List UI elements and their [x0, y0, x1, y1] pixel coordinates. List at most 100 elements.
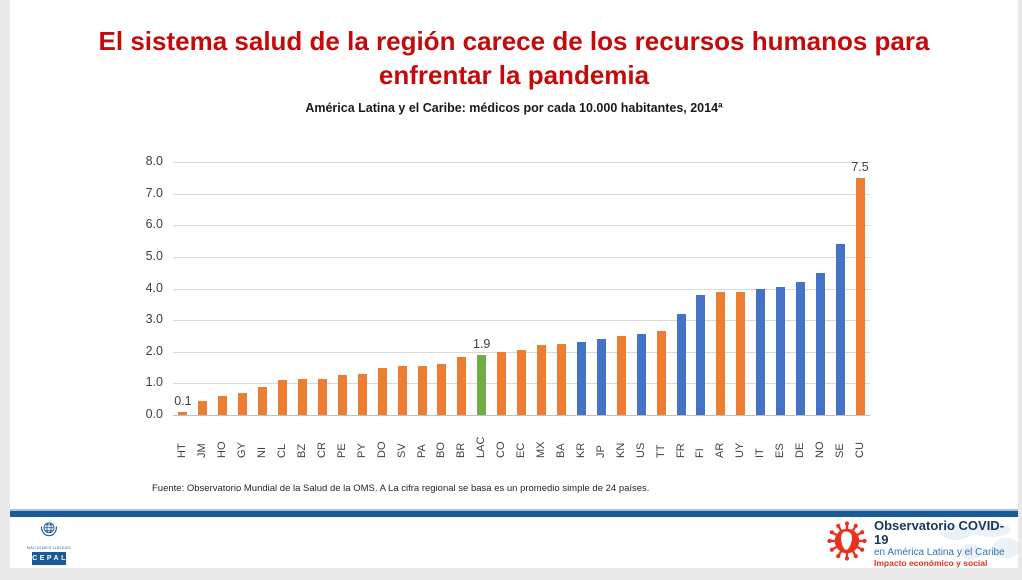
x-axis-label-BZ: BZ: [295, 443, 308, 458]
bar-HO: [218, 396, 228, 415]
bar-chart: 0.0 1.0 2.0 3.0 4.0 5.0 6.0 7.0 8.0 HT JM HO GY NI CL B…: [10, 0, 1018, 470]
x-slot-PE: PE: [332, 420, 352, 458]
bar-CU: [855, 177, 865, 415]
x-slot-US: US: [631, 420, 651, 458]
x-slot-UY: UY: [731, 420, 751, 458]
x-slot-HO: HO: [213, 420, 233, 459]
bar-slot-DE: [791, 162, 811, 415]
x-axis-label-CO: CO: [495, 441, 508, 459]
bar-EC: [517, 350, 527, 415]
x-slot-DO: DO: [372, 420, 392, 459]
bar-HT: [178, 411, 188, 415]
x-axis-label-LAC: LAC: [475, 436, 488, 458]
x-axis-label-IT: IT: [754, 448, 767, 458]
cepal-logo-block: NACIONES UNIDAS CEPAL: [26, 519, 72, 565]
x-slot-NI: NI: [253, 420, 273, 458]
bar-BA: [556, 343, 566, 415]
covid-virus-icon: [826, 520, 868, 567]
bar-slot-IT: [751, 162, 771, 415]
y-axis-tick-6.0: 6.0: [145, 217, 163, 232]
bar-slot-PY: [352, 162, 372, 415]
x-slot-PY: PY: [352, 420, 372, 458]
bar-series: [173, 162, 870, 415]
x-axis-labels: HT JM HO GY NI CL BZ CR PE PY DO SV PA BO BR LAC CO EC MX B…: [173, 420, 870, 458]
x-slot-SV: SV: [392, 420, 412, 458]
bar-slot-UY: [731, 162, 751, 415]
bar-JM: [198, 400, 208, 415]
x-axis-label-FR: FR: [674, 443, 687, 458]
bar-SV: [397, 365, 407, 415]
x-slot-BZ: BZ: [293, 420, 313, 458]
source-footnote: Fuente: Observatorio Mundial de la Salud…: [152, 483, 650, 494]
x-slot-SE: SE: [830, 420, 850, 458]
gridline-0.0: [173, 415, 870, 416]
bar-slot-KR: [571, 162, 591, 415]
x-axis-label-DE: DE: [794, 442, 807, 458]
bar-PY: [357, 373, 367, 415]
bar-slot-BO: [432, 162, 452, 415]
bar-NI: [258, 386, 268, 415]
y-axis-tick-3.0: 3.0: [145, 312, 163, 327]
x-axis-label-US: US: [634, 442, 647, 458]
x-slot-TT: TT: [651, 420, 671, 458]
gridline-5.0: [173, 256, 870, 258]
data-label-LAC: 1.9: [472, 336, 491, 351]
y-axis-tick-4.0: 4.0: [145, 280, 163, 295]
x-slot-JM: JM: [193, 420, 213, 458]
x-axis-label-KR: KR: [574, 442, 587, 458]
gridline-3.0: [173, 320, 870, 322]
x-axis-label-JP: JP: [594, 445, 607, 458]
x-axis-label-BO: BO: [435, 442, 448, 458]
bar-US: [636, 334, 646, 415]
bar-FR: [676, 313, 686, 415]
x-slot-ES: ES: [771, 420, 791, 458]
bar-MX: [537, 345, 547, 415]
x-axis-label-DO: DO: [375, 441, 388, 459]
bar-slot-ES: [771, 162, 791, 415]
x-slot-PA: PA: [412, 420, 432, 458]
x-slot-BO: BO: [432, 420, 452, 458]
x-slot-CO: CO: [492, 420, 512, 459]
cepal-logo: CEPAL: [32, 552, 66, 565]
bar-slot-CO: [492, 162, 512, 415]
x-axis-label-JM: JM: [196, 443, 209, 458]
bar-ES: [776, 286, 786, 415]
bar-FI: [696, 294, 706, 415]
united-nations-emblem-icon: [39, 519, 59, 544]
bar-DE: [796, 282, 806, 415]
bar-KR: [576, 342, 586, 415]
y-axis-tick-1.0: 1.0: [145, 375, 163, 390]
observatorio-covid-logo-block: Observatorio COVID-19 en América Latina …: [826, 518, 1020, 568]
bar-SE: [835, 244, 845, 415]
footer-divider-bar: [10, 509, 1018, 517]
x-slot-BA: BA: [552, 420, 572, 458]
bar-CR: [317, 378, 327, 415]
x-axis-label-PY: PY: [355, 443, 368, 458]
x-axis-label-FI: FI: [694, 448, 707, 458]
x-axis-label-CR: CR: [315, 442, 328, 458]
bar-slot-JM: [193, 162, 213, 415]
bar-CO: [497, 351, 507, 415]
gridline-4.0: [173, 288, 870, 290]
gridline-8.0: [173, 162, 870, 163]
bar-JP: [596, 339, 606, 415]
x-axis-label-NO: NO: [813, 441, 826, 459]
bar-slot-BZ: [293, 162, 313, 415]
bar-slot-FI: [691, 162, 711, 415]
bar-slot-CL: [273, 162, 293, 415]
x-axis-label-AR: AR: [714, 442, 727, 458]
bar-BO: [437, 364, 447, 415]
bar-slot-TT: [651, 162, 671, 415]
bar-slot-PA: [412, 162, 432, 415]
bar-PE: [337, 375, 347, 415]
bar-PA: [417, 365, 427, 415]
x-slot-IT: IT: [751, 420, 771, 458]
bar-slot-AR: [711, 162, 731, 415]
gridline-6.0: [173, 225, 870, 227]
y-axis-tick-8.0: 8.0: [145, 154, 163, 168]
x-axis-label-PA: PA: [415, 444, 428, 458]
data-label-CU: 7.5: [851, 159, 869, 174]
x-axis-label-PE: PE: [335, 443, 348, 458]
observatory-tagline: Impacto económico y social: [874, 557, 988, 568]
bar-TT: [656, 331, 666, 415]
